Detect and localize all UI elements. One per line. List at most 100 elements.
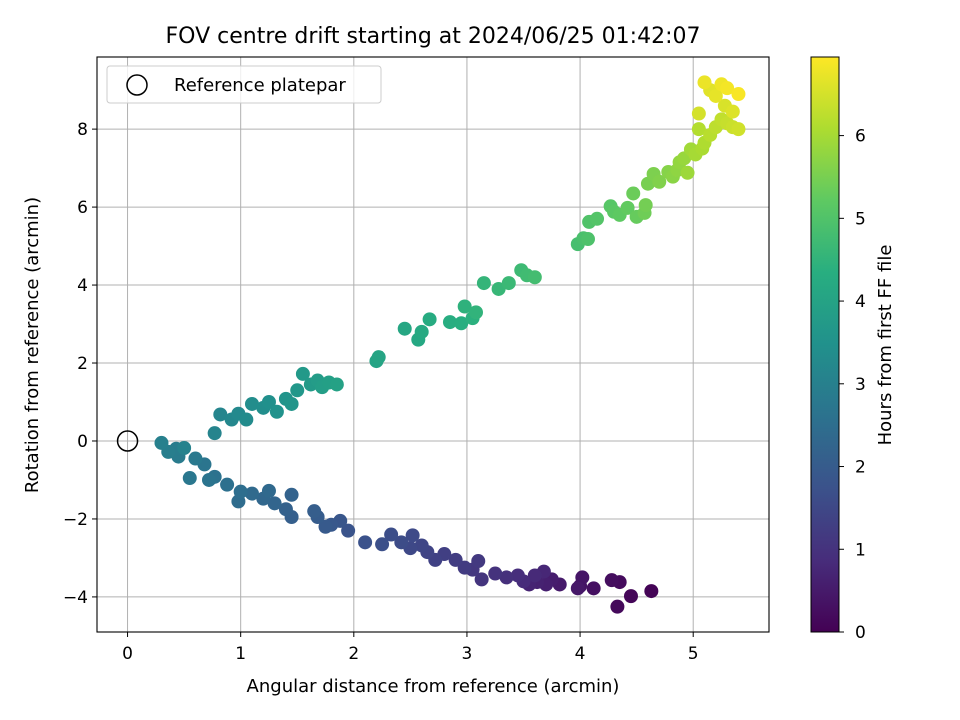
data-point bbox=[725, 104, 740, 119]
data-point bbox=[623, 589, 638, 604]
data-point bbox=[384, 527, 399, 542]
data-point bbox=[590, 211, 605, 226]
data-point bbox=[720, 81, 735, 96]
data-point bbox=[290, 383, 305, 398]
y-tick-label: −4 bbox=[63, 588, 88, 608]
data-point bbox=[405, 528, 420, 543]
data-point bbox=[644, 584, 659, 599]
data-point bbox=[468, 305, 483, 320]
data-point bbox=[318, 519, 333, 534]
data-point bbox=[295, 366, 310, 381]
data-point bbox=[329, 377, 344, 392]
data-point bbox=[680, 165, 695, 180]
data-point bbox=[261, 395, 276, 409]
x-tick-label: 4 bbox=[575, 644, 586, 664]
data-point bbox=[188, 451, 203, 466]
data-point bbox=[499, 570, 514, 585]
data-point bbox=[604, 573, 619, 588]
data-point bbox=[414, 538, 429, 553]
reference-platepar-marker bbox=[116, 430, 139, 452]
chart-title: FOV centre drift starting at 2024/06/25 … bbox=[166, 24, 701, 49]
colorbar-tick-label: 2 bbox=[855, 458, 866, 478]
data-point bbox=[269, 404, 284, 419]
data-point bbox=[442, 315, 457, 330]
data-point bbox=[233, 484, 248, 499]
legend-reference-marker bbox=[126, 74, 148, 96]
data-point bbox=[397, 321, 412, 336]
data-point bbox=[182, 471, 197, 486]
data-point bbox=[626, 186, 641, 201]
data-point bbox=[610, 599, 625, 614]
data-point bbox=[278, 502, 293, 517]
data-point bbox=[244, 396, 259, 411]
colorbar-tick-label: 1 bbox=[855, 540, 866, 560]
plot-frame bbox=[96, 56, 770, 633]
data-point bbox=[284, 396, 299, 411]
legend-entry-reference: Reference platepar bbox=[174, 75, 346, 96]
colorbar-ticks: 0 1 2 3 4 5 6 bbox=[839, 127, 866, 643]
data-point bbox=[213, 407, 228, 422]
data-point bbox=[220, 477, 235, 492]
data-point bbox=[457, 299, 472, 314]
data-point bbox=[454, 316, 469, 331]
y-axis-label: Rotation from reference (arcmin) bbox=[22, 197, 43, 493]
data-point bbox=[708, 88, 723, 103]
colorbar-tick-label: 5 bbox=[855, 209, 866, 229]
data-point bbox=[239, 412, 254, 427]
legend: Reference platepar bbox=[106, 65, 382, 104]
data-point bbox=[267, 496, 282, 511]
y-tick-label: 4 bbox=[77, 276, 88, 296]
data-point bbox=[448, 552, 463, 567]
data-point bbox=[638, 198, 653, 213]
grid bbox=[97, 57, 769, 632]
data-point bbox=[691, 106, 706, 121]
data-point bbox=[261, 483, 276, 498]
colorbar: 0 1 2 3 4 5 6 Hours from first FF file bbox=[810, 56, 896, 643]
data-point bbox=[731, 122, 746, 137]
data-point bbox=[620, 200, 635, 215]
data-point bbox=[580, 232, 595, 247]
data-point bbox=[491, 281, 506, 296]
data-point bbox=[422, 312, 437, 327]
data-point bbox=[207, 426, 222, 441]
y-tick-label: −2 bbox=[63, 510, 88, 530]
colorbar-tick-label: 3 bbox=[855, 375, 866, 395]
data-point bbox=[471, 554, 486, 569]
colorbar-tick-label: 6 bbox=[855, 127, 866, 147]
y-tick-label: 2 bbox=[77, 354, 88, 374]
data-point bbox=[488, 566, 503, 581]
y-tick-label: 0 bbox=[77, 432, 88, 452]
x-tick-label: 2 bbox=[348, 644, 359, 664]
data-point bbox=[474, 572, 489, 587]
colorbar-gradient bbox=[810, 56, 840, 633]
y-tick-label: 6 bbox=[77, 198, 88, 218]
colorbar-label: Hours from first FF file bbox=[875, 245, 896, 446]
colorbar-tick-label: 4 bbox=[855, 292, 866, 312]
x-tick-label: 1 bbox=[235, 644, 246, 664]
data-point bbox=[358, 535, 373, 550]
data-point bbox=[586, 581, 601, 596]
data-point bbox=[731, 87, 746, 102]
x-tick-label: 0 bbox=[122, 644, 133, 664]
x-axis-label: Angular distance from reference (arcmin) bbox=[247, 676, 620, 697]
data-point bbox=[476, 276, 491, 291]
data-point bbox=[652, 174, 667, 189]
data-point bbox=[341, 523, 356, 538]
y-axis: −4 −2 0 2 4 6 8 bbox=[63, 120, 97, 608]
data-point bbox=[307, 504, 322, 519]
data-point bbox=[527, 568, 542, 583]
colorbar-tick-label: 0 bbox=[855, 623, 866, 643]
data-point bbox=[527, 270, 542, 285]
data-point bbox=[510, 568, 525, 583]
legend-box bbox=[106, 65, 382, 104]
data-point bbox=[244, 486, 259, 501]
data-point bbox=[570, 581, 585, 596]
x-tick-label: 3 bbox=[462, 644, 473, 664]
data-point bbox=[375, 537, 390, 552]
data-point bbox=[177, 441, 192, 455]
y-tick-label: 8 bbox=[77, 120, 88, 140]
data-point bbox=[394, 535, 409, 550]
data-point bbox=[371, 350, 386, 365]
x-tick-label: 5 bbox=[688, 644, 699, 664]
